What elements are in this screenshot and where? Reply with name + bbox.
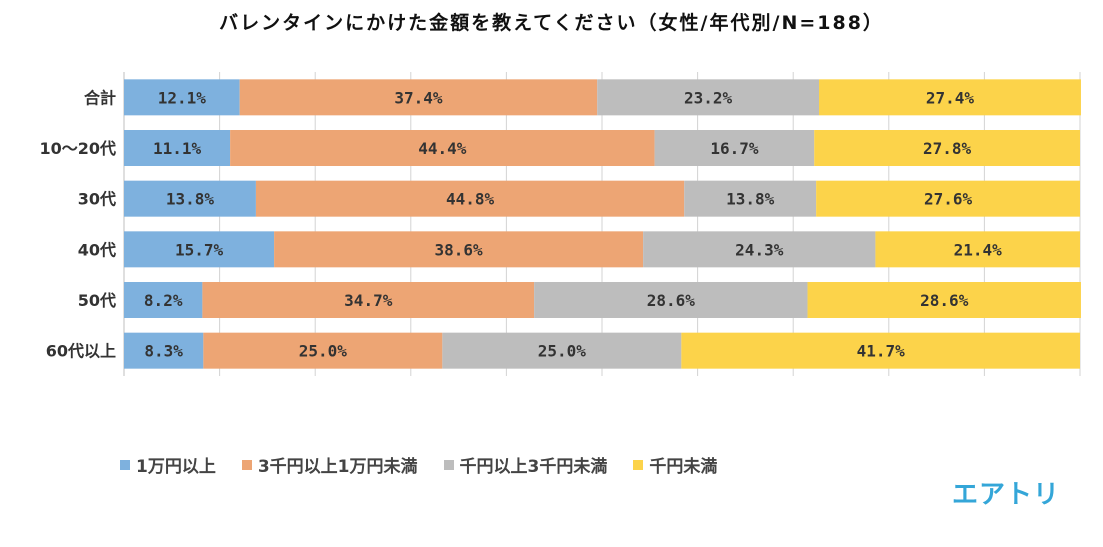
data-label: 13.8% [726,190,775,209]
legend-swatch [633,459,644,470]
data-label: 27.8% [923,139,972,158]
bar-segment [124,79,240,116]
bar-segment [442,332,682,369]
legend-item: 千円未満 [633,452,717,477]
data-label: 21.4% [954,240,1003,259]
data-label: 16.7% [710,139,759,158]
category-label: 10～20代 [39,139,116,158]
bar-segment [807,282,1081,318]
legend-label: 1万円以上 [136,457,216,477]
stacked-bar-chart: 合計 12.1% 37.4% 23.2% 27.4% 10～20代 11.1% 44.4% 16… [39,72,1081,376]
bar-segment [534,282,808,318]
data-label: 25.0% [538,342,587,361]
data-label: 34.7% [344,291,393,310]
category-label: 60代以上 [46,342,116,361]
bar-segment [124,180,256,217]
data-label: 24.3% [735,240,784,259]
category-label: 50代 [78,291,116,310]
bar-segment [230,130,655,166]
data-label: 41.7% [857,342,906,361]
bar-segment [124,231,275,268]
bar-segment [681,332,1080,369]
data-label: 11.1% [153,139,202,158]
data-label: 23.2% [684,88,733,107]
chart-legend: 1万円以上 3千円以上1万円未満 千円以上3千円未満 千円未満 [120,452,717,477]
bar-segment [274,231,644,268]
data-label: 37.4% [394,88,443,107]
legend-label: 千円以上3千円未満 [459,457,608,477]
category-label: 30代 [78,190,116,209]
bar-segment [124,130,231,166]
bar-segment [819,79,1081,116]
chart-title: バレンタインにかけた金額を教えてください（女性/年代別/N=188） [219,12,884,34]
legend-item: 1万円以上 [120,452,216,477]
data-label: 15.7% [175,240,224,259]
category-label: 合計 [84,88,116,107]
data-label: 28.6% [647,291,696,310]
data-label: 12.1% [158,88,207,107]
bar-segment [202,282,535,318]
bar-segment [814,130,1080,166]
bar-segment [239,79,598,116]
data-label: 25.0% [299,342,348,361]
bar-segment [684,180,817,217]
data-label: 44.4% [418,139,467,158]
legend-label: 3千円以上1万円未満 [257,457,418,477]
data-label: 27.4% [926,88,975,107]
bar-segment [203,332,443,369]
bar-segment [124,332,204,369]
bar-segment [875,231,1080,268]
data-label: 8.2% [144,291,183,310]
bar-segment [643,231,876,268]
legend-swatch [120,459,130,470]
data-label: 27.6% [924,190,973,209]
legend-swatch [241,459,252,470]
category-label: 40代 [78,240,116,259]
airtrip-logo: エアトリ [952,480,1061,510]
data-label: 44.8% [446,190,495,209]
legend-label: 千円未満 [649,457,718,477]
data-label: 28.6% [920,291,969,310]
bar-segment [654,130,815,166]
bar-segment [597,79,820,116]
data-label: 13.8% [166,190,215,209]
legend-swatch [443,459,454,470]
data-label: 38.6% [435,240,484,259]
legend-item: 千円以上3千円未満 [443,452,608,477]
bar-segment [816,180,1080,217]
legend-item: 3千円以上1万円未満 [241,452,418,477]
data-label: 8.3% [144,342,183,361]
bar-segment [255,180,685,217]
bar-segment [124,282,203,318]
